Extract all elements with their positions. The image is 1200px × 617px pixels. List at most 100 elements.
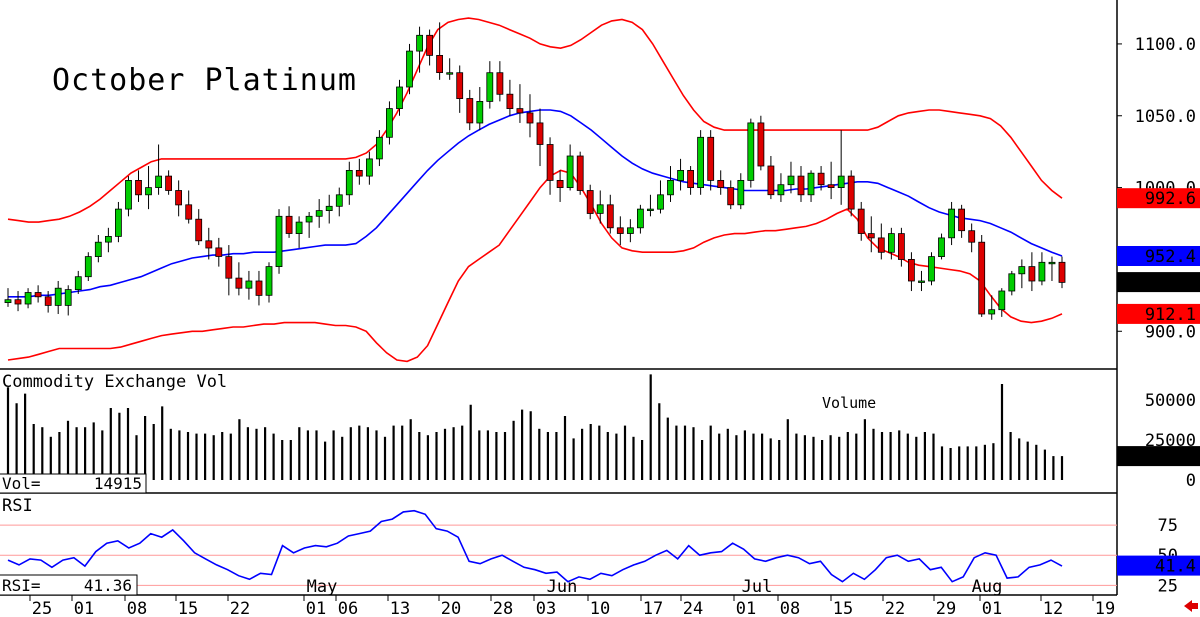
candlestick: [355, 158, 363, 185]
candlestick: [847, 170, 855, 217]
price-last-value-marker-box: [1117, 303, 1200, 324]
candlestick: [145, 166, 152, 210]
candle-body: [506, 93, 514, 109]
candle-body: [385, 108, 393, 138]
volume-panel-title: Commodity Exchange Vol: [2, 372, 227, 392]
price-last-value-marker: 934.2: [1117, 272, 1200, 293]
candlestick: [84, 252, 92, 281]
candle-body: [1038, 261, 1046, 282]
candle-body: [64, 289, 72, 306]
candlestick: [918, 270, 925, 292]
candlestick: [707, 130, 715, 191]
x-tick-label: 08: [127, 599, 147, 617]
rsi-last-value-marker: 41.4: [1117, 555, 1200, 577]
candle-body: [968, 230, 976, 243]
candlestick: [436, 22, 444, 80]
candle-body: [265, 266, 273, 296]
price-last-value-marker-label: 912.1: [1145, 305, 1196, 325]
x-month-label: May: [307, 577, 338, 597]
candlestick: [717, 170, 725, 195]
candle-body: [155, 175, 163, 189]
candlestick: [1058, 256, 1066, 289]
price-panel: [4, 17, 1066, 363]
candlestick: [94, 235, 102, 263]
candle-body: [747, 122, 755, 181]
candlestick: [245, 270, 253, 300]
candlestick: [365, 151, 373, 185]
x-tick-label: 03: [536, 599, 556, 617]
candle-body: [928, 256, 935, 282]
candlestick: [125, 176, 132, 217]
scroll-right-arrow-icon[interactable]: [1184, 600, 1198, 612]
candlestick: [175, 180, 183, 217]
candle-body: [476, 101, 484, 124]
candlestick: [1008, 270, 1016, 296]
price-tick-label: 1050.0: [1135, 107, 1196, 127]
candle-body: [657, 194, 664, 210]
candlestick: [325, 194, 333, 224]
candle-body: [34, 292, 42, 298]
x-tick-label: 08: [780, 599, 800, 617]
x-tick-label: 20: [441, 599, 461, 617]
candle-body: [466, 98, 474, 124]
volume-last-value-marker-box: [1117, 446, 1200, 467]
candlestick: [898, 227, 905, 267]
candle-body: [647, 208, 654, 212]
candle-body: [978, 241, 986, 315]
candlestick: [616, 216, 624, 246]
candle-body: [998, 290, 1006, 311]
candlestick: [526, 94, 534, 138]
candlestick: [536, 108, 544, 167]
bollinger-lower-line: [7, 169, 1063, 363]
candlestick: [908, 252, 915, 292]
candlestick: [777, 173, 785, 202]
volume-tick-label: 0: [1186, 471, 1196, 491]
candlestick: [74, 270, 82, 294]
candlestick: [24, 288, 32, 309]
candlestick: [747, 118, 755, 188]
candlestick: [115, 201, 122, 243]
candle-body: [335, 194, 343, 207]
volume-last-value-marker-label: 14915: [1145, 447, 1196, 467]
x-tick-label: 01: [74, 599, 94, 617]
candle-body: [105, 235, 112, 243]
candlestick: [797, 166, 805, 202]
candle-body: [807, 172, 815, 196]
candlestick: [647, 194, 654, 217]
candlestick: [446, 58, 454, 80]
candle-body: [717, 179, 725, 188]
candlestick: [335, 187, 343, 217]
price-last-value-marker: 952.4: [1117, 246, 1200, 267]
candlestick: [667, 166, 674, 202]
candle-body: [536, 122, 544, 145]
candlestick: [978, 235, 986, 317]
price-last-value-marker-label: 952.4: [1145, 247, 1196, 267]
candlestick: [737, 173, 745, 210]
x-tick-label: 13: [390, 599, 410, 617]
price-last-value-marker-box: [1117, 188, 1200, 209]
candle-body: [867, 233, 875, 239]
x-tick-label: 22: [230, 599, 250, 617]
price-last-value-marker: 992.6: [1117, 188, 1200, 209]
candlestick: [165, 170, 173, 195]
candle-body: [446, 72, 454, 75]
candlestick: [185, 190, 193, 224]
candle-body: [165, 175, 173, 191]
candle-body: [325, 205, 333, 212]
x-tick-label: 17: [643, 599, 663, 617]
candlestick: [406, 43, 413, 95]
candlestick: [596, 190, 604, 224]
candle-body: [14, 299, 22, 305]
candlestick: [54, 280, 62, 315]
candlestick: [556, 170, 564, 202]
candlestick: [817, 166, 825, 191]
volume-readout-label: Vol=: [2, 474, 41, 493]
candle-body: [988, 309, 996, 315]
candlestick: [466, 89, 474, 131]
price-last-value-marker-box: [1117, 272, 1200, 293]
candlestick: [275, 209, 283, 274]
candlestick: [867, 216, 875, 253]
rsi-last-value-marker-label: 41.4: [1155, 557, 1196, 577]
candle-body: [1008, 273, 1016, 292]
